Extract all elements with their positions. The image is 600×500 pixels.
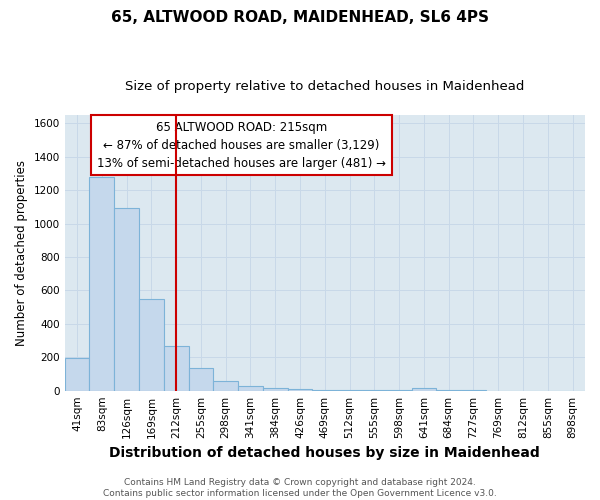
- Text: 65 ALTWOOD ROAD: 215sqm
← 87% of detached houses are smaller (3,129)
13% of semi: 65 ALTWOOD ROAD: 215sqm ← 87% of detache…: [97, 120, 386, 170]
- Bar: [89, 177, 114, 390]
- Bar: [263, 388, 287, 390]
- X-axis label: Distribution of detached houses by size in Maidenhead: Distribution of detached houses by size …: [109, 446, 540, 460]
- Text: 65, ALTWOOD ROAD, MAIDENHEAD, SL6 4PS: 65, ALTWOOD ROAD, MAIDENHEAD, SL6 4PS: [111, 10, 489, 25]
- Bar: [188, 368, 214, 390]
- Bar: [287, 389, 313, 390]
- Title: Size of property relative to detached houses in Maidenhead: Size of property relative to detached ho…: [125, 80, 524, 93]
- Bar: [139, 299, 164, 390]
- Bar: [214, 380, 238, 390]
- Text: Contains HM Land Registry data © Crown copyright and database right 2024.
Contai: Contains HM Land Registry data © Crown c…: [103, 478, 497, 498]
- Bar: [412, 388, 436, 390]
- Bar: [238, 386, 263, 390]
- Bar: [114, 208, 139, 390]
- Y-axis label: Number of detached properties: Number of detached properties: [15, 160, 28, 346]
- Bar: [164, 346, 188, 391]
- Bar: [65, 358, 89, 390]
